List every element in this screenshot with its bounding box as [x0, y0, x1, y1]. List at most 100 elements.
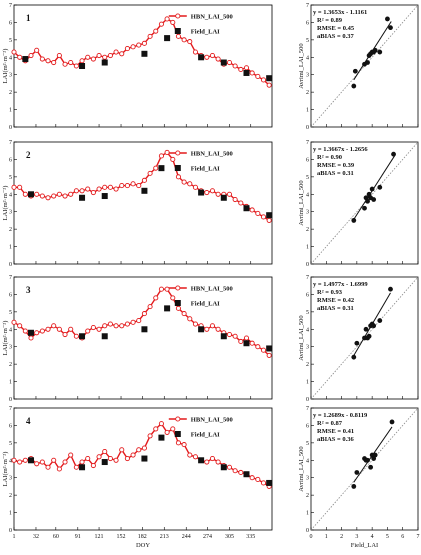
y-tick-label: 2 — [9, 362, 12, 368]
legend-square-swatch — [174, 431, 181, 437]
y-tick-label: 5 — [9, 310, 12, 316]
scatter-point — [388, 25, 393, 31]
point-hbn-lai-500 — [243, 65, 250, 71]
point-hbn-lai-500 — [209, 323, 216, 329]
point-hbn-lai-500 — [124, 183, 130, 189]
point-hbn-lai-500 — [45, 195, 51, 201]
point-hbn-lai-500 — [153, 295, 159, 301]
point-hbn-lai-500 — [232, 63, 238, 69]
point-hbn-lai-500 — [22, 191, 28, 197]
marker-field-lai — [28, 457, 35, 464]
marker-field-lai — [266, 75, 273, 82]
point-hbn-lai-500 — [107, 455, 113, 462]
point-hbn-lai-500 — [22, 328, 28, 334]
point-hbn-lai-500 — [187, 452, 193, 458]
legend-label-field-lai: Field_LAI — [191, 29, 220, 36]
scatter-plot-frame — [310, 4, 419, 128]
marker-field-lai — [101, 333, 108, 340]
point-hbn-lai-500 — [215, 191, 221, 197]
point-hbn-lai-500 — [73, 188, 79, 194]
point-hbn-lai-500 — [238, 66, 244, 73]
marker-field-lai — [101, 193, 108, 200]
point-hbn-lai-500 — [62, 61, 68, 67]
legend-circle-swatch — [175, 13, 181, 19]
point-hbn-lai-500 — [102, 54, 108, 60]
point-hbn-lai-500 — [141, 40, 147, 46]
x-axis-label: Field_LAI — [351, 542, 378, 549]
y-tick-label: 0 — [9, 262, 12, 268]
x-tick-label: 1 — [325, 534, 328, 540]
point-hbn-lai-500 — [181, 179, 187, 185]
series-line-hbn-lai-500 — [13, 288, 270, 356]
point-hbn-lai-500 — [85, 328, 91, 334]
y-tick-label: 1 — [9, 511, 12, 517]
point-hbn-lai-500 — [181, 37, 187, 43]
point-hbn-lai-500 — [28, 52, 34, 59]
scatter-point — [377, 49, 383, 55]
point-hbn-lai-500 — [113, 49, 119, 55]
scatter-plot-frame — [310, 407, 419, 531]
point-hbn-lai-500 — [204, 189, 210, 196]
line-plot-frame — [13, 407, 273, 531]
y-tick-label: 6 — [306, 292, 309, 298]
point-hbn-lai-500 — [260, 77, 267, 83]
scatter-point — [363, 326, 369, 332]
regression-fit-line — [353, 154, 396, 220]
marker-field-lai — [266, 212, 273, 219]
line-plot-frame — [13, 276, 273, 400]
point-hbn-lai-500 — [158, 21, 164, 27]
x-tick-label: 3 — [355, 534, 358, 540]
y-tick-label: 4 — [306, 192, 309, 198]
x-tick-label: 2 — [340, 534, 343, 540]
stats-rmse: RMSE = 0.39 — [317, 162, 355, 169]
point-hbn-lai-500 — [96, 186, 102, 192]
stats-r2: R² = 0.89 — [317, 17, 343, 24]
point-hbn-lai-500 — [266, 217, 272, 223]
legend-label-hbn-lai-500: HBN_LAI_500 — [191, 14, 233, 21]
point-hbn-lai-500 — [73, 63, 79, 69]
point-hbn-lai-500 — [260, 214, 267, 220]
point-hbn-lai-500 — [119, 51, 125, 57]
x-tick-label: 305 — [225, 534, 234, 540]
stats-equation: y = 1.3653x - 1.1161 — [313, 9, 367, 16]
point-hbn-lai-500 — [124, 321, 130, 327]
scatter-point — [377, 184, 383, 190]
point-hbn-lai-500 — [96, 326, 102, 332]
stats-rmse: RMSE = 0.42 — [317, 297, 354, 304]
point-hbn-lai-500 — [113, 457, 119, 463]
x-tick-label: 1 — [13, 534, 16, 540]
point-hbn-lai-500 — [107, 184, 113, 190]
y-axis-label: LAI(m²·m⁻²) — [2, 321, 9, 356]
y-tick-label: 0 — [9, 125, 12, 131]
point-hbn-lai-500 — [90, 462, 96, 469]
point-hbn-lai-500 — [204, 326, 210, 332]
point-hbn-lai-500 — [85, 455, 91, 462]
point-hbn-lai-500 — [62, 193, 68, 199]
point-hbn-lai-500 — [136, 447, 142, 453]
point-hbn-lai-500 — [45, 464, 51, 470]
x-tick-label: 91 — [75, 534, 81, 540]
point-hbn-lai-500 — [68, 452, 74, 458]
y-tick-label: 7 — [9, 406, 12, 412]
y-tick-label: 3 — [306, 73, 309, 79]
stats-r2: R² = 0.93 — [317, 289, 343, 296]
point-hbn-lai-500 — [238, 338, 244, 345]
point-hbn-lai-500 — [130, 44, 136, 50]
point-hbn-lai-500 — [45, 58, 51, 64]
legend-square-swatch — [174, 300, 181, 306]
point-hbn-lai-500 — [113, 186, 119, 192]
panel-number: 3 — [26, 285, 31, 295]
x-tick-label: 0 — [310, 534, 313, 540]
point-hbn-lai-500 — [39, 56, 45, 62]
y-tick-label: 5 — [9, 38, 12, 44]
y-tick-label: 5 — [306, 441, 309, 447]
y-tick-label: 2 — [306, 90, 309, 96]
legend-label-hbn-lai-500: HBN_LAI_500 — [191, 151, 233, 158]
point-hbn-lai-500 — [90, 324, 96, 331]
point-hbn-lai-500 — [79, 459, 85, 465]
marker-field-lai — [28, 191, 35, 198]
point-hbn-lai-500 — [102, 449, 108, 455]
marker-field-lai — [220, 194, 227, 201]
x-axis-label: DOY — [136, 542, 150, 549]
y-tick-label: 3 — [9, 210, 12, 216]
